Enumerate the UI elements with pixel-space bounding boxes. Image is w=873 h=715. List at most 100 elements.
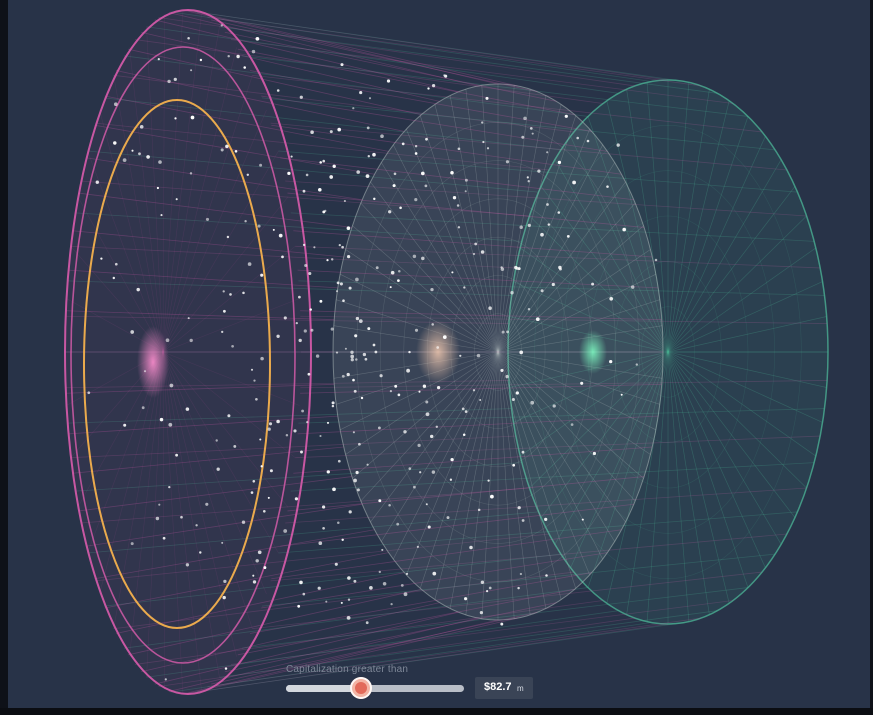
data-dot[interactable] [364,357,368,361]
data-dot[interactable] [122,158,127,162]
data-dot[interactable] [260,356,264,361]
data-dot[interactable] [302,189,306,193]
data-dot[interactable] [342,299,345,302]
data-dot[interactable] [517,586,520,590]
data-dot[interactable] [576,136,579,140]
data-dot[interactable] [260,273,264,277]
data-dot[interactable] [408,350,411,354]
data-dot[interactable] [321,505,326,509]
data-dot[interactable] [429,434,434,439]
data-dot[interactable] [250,491,254,494]
data-dot[interactable] [189,172,193,175]
data-dot[interactable] [521,450,525,454]
data-dot[interactable] [257,224,261,228]
data-dot[interactable] [350,350,354,354]
data-dot[interactable] [175,198,178,201]
data-dot[interactable] [332,487,336,492]
data-dot[interactable] [463,286,466,289]
data-dot[interactable] [139,125,144,129]
data-dot[interactable] [329,175,334,179]
data-dot[interactable] [309,308,312,311]
data-dot[interactable] [297,604,301,608]
data-dot[interactable] [557,160,562,165]
data-dot[interactable] [521,519,525,522]
data-dot[interactable] [449,478,453,481]
data-dot[interactable] [189,338,193,343]
data-dot[interactable] [269,469,273,473]
data-dot[interactable] [425,503,428,506]
data-dot[interactable] [308,271,312,276]
data-dot[interactable] [227,54,230,58]
data-dot[interactable] [356,488,360,492]
data-dot[interactable] [359,91,363,95]
data-dot[interactable] [215,439,218,442]
data-dot[interactable] [304,263,308,268]
data-dot[interactable] [530,400,535,405]
data-dot[interactable] [285,434,289,437]
data-dot[interactable] [354,334,358,338]
data-dot[interactable] [290,155,293,158]
data-dot[interactable] [236,54,240,59]
data-dot[interactable] [337,521,340,525]
data-dot[interactable] [356,170,360,174]
data-dot[interactable] [159,417,164,422]
data-dot[interactable] [592,451,597,456]
data-dot[interactable] [367,327,371,331]
data-dot[interactable] [331,404,335,408]
data-dot[interactable] [461,407,465,411]
data-dot[interactable] [519,225,523,229]
data-dot[interactable] [360,396,364,400]
data-dot[interactable] [131,149,134,152]
data-dot[interactable] [255,559,259,563]
data-dot[interactable] [326,259,329,262]
data-dot[interactable] [138,152,141,156]
data-dot[interactable] [169,383,174,388]
data-dot[interactable] [427,525,431,529]
data-dot[interactable] [294,497,299,501]
data-dot[interactable] [158,503,161,506]
data-dot[interactable] [168,422,173,427]
data-dot[interactable] [293,429,297,433]
data-dot[interactable] [216,467,220,471]
data-dot[interactable] [185,407,190,411]
data-dot[interactable] [251,49,256,54]
data-dot[interactable] [346,226,351,230]
data-dot[interactable] [267,496,270,499]
data-dot[interactable] [278,233,283,238]
data-dot[interactable] [500,368,504,372]
data-dot[interactable] [425,412,430,417]
data-dot[interactable] [557,211,561,214]
data-dot[interactable] [234,149,238,153]
data-dot[interactable] [362,352,367,357]
data-dot[interactable] [343,199,346,203]
data-dot[interactable] [480,250,485,254]
data-dot[interactable] [250,368,254,371]
data-dot[interactable] [350,354,355,359]
data-dot[interactable] [347,255,351,259]
data-dot[interactable] [430,287,434,292]
data-dot[interactable] [253,379,256,382]
cylinder-visualization[interactable] [8,0,870,708]
data-dot[interactable] [358,319,363,323]
data-dot[interactable] [260,465,263,468]
data-dot[interactable] [112,276,116,280]
data-dot[interactable] [431,323,434,326]
data-dot[interactable] [380,134,384,139]
data-dot[interactable] [544,517,548,522]
data-dot[interactable] [353,389,357,393]
data-dot[interactable] [313,246,316,249]
data-dot[interactable] [540,232,544,237]
data-dot[interactable] [252,480,256,483]
data-dot[interactable] [346,372,350,377]
data-dot[interactable] [347,598,351,601]
data-dot[interactable] [205,217,210,221]
data-dot[interactable] [229,293,232,296]
data-dot[interactable] [347,576,351,580]
data-dot[interactable] [481,121,484,124]
data-dot[interactable] [527,307,531,311]
data-dot[interactable] [281,255,284,259]
data-dot[interactable] [459,354,462,357]
data-dot[interactable] [338,243,341,247]
data-dot[interactable] [506,330,509,334]
capitalization-slider-track[interactable] [286,685,464,692]
